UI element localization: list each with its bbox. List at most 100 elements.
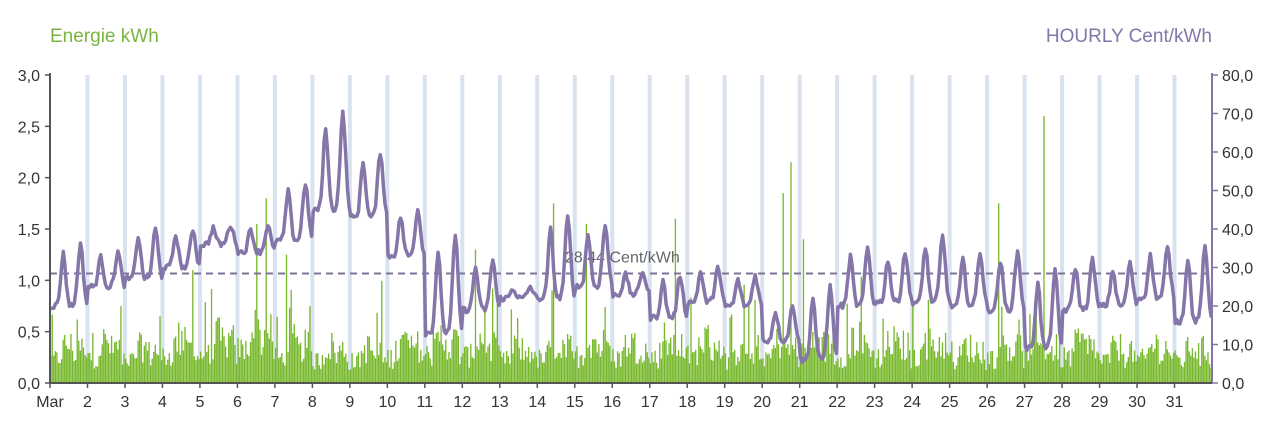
energy-bar — [328, 353, 330, 383]
day-band — [1060, 75, 1065, 383]
energy-bar — [882, 318, 884, 383]
energy-bar — [548, 340, 550, 383]
energy-bar — [851, 327, 853, 383]
energy-bar — [310, 351, 313, 383]
energy-bar — [774, 348, 777, 383]
energy-bar — [193, 356, 196, 383]
energy-bar — [763, 366, 766, 383]
energy-bar — [192, 270, 194, 383]
energy-bar — [587, 347, 589, 383]
energy-bar — [438, 341, 441, 383]
energy-bar — [1073, 351, 1075, 383]
energy-bar — [919, 349, 922, 383]
energy-bar — [164, 356, 166, 383]
energy-bar — [57, 362, 60, 383]
x-tick-label: Mar — [36, 394, 64, 411]
day-band — [1022, 75, 1027, 383]
energy-bar — [371, 350, 374, 383]
energy-bar — [770, 358, 772, 383]
energy-bar — [709, 347, 711, 383]
energy-bar — [112, 352, 114, 383]
energy-bar — [877, 349, 880, 383]
energy-bar — [987, 352, 989, 383]
energy-bar — [235, 364, 238, 383]
energy-bar — [473, 358, 475, 383]
energy-bar — [720, 358, 722, 383]
energy-bar — [1041, 345, 1044, 383]
energy-bar — [599, 356, 602, 383]
energy-bar — [926, 359, 928, 383]
energy-bar — [199, 351, 202, 383]
x-tick-label: 25 — [941, 394, 959, 411]
energy-bar — [213, 344, 216, 383]
energy-bar — [627, 347, 630, 383]
energy-bar — [106, 339, 108, 383]
energy-bar — [977, 353, 980, 383]
energy-bar — [254, 309, 256, 383]
energy-bar — [949, 352, 951, 383]
energy-bar — [465, 346, 467, 383]
energy-bar — [367, 335, 369, 383]
energy-bar — [498, 345, 500, 383]
day-band — [722, 75, 727, 383]
energy-bar — [1091, 350, 1094, 383]
energy-bar — [143, 345, 146, 383]
energy-bar — [999, 346, 1001, 383]
energy-bar — [943, 358, 945, 383]
energy-bar — [1149, 346, 1151, 383]
x-tick-label: 26 — [978, 394, 996, 411]
energy-bar — [1172, 352, 1175, 383]
energy-bar — [1174, 350, 1176, 383]
energy-bar — [479, 333, 481, 383]
energy-bar — [1051, 346, 1053, 383]
energy-bar — [265, 198, 267, 383]
day-band — [347, 75, 352, 383]
energy-bar — [182, 350, 185, 383]
energy-bar — [203, 356, 205, 383]
energy-bar — [365, 362, 367, 383]
energy-bar — [612, 348, 614, 383]
energy-bar — [65, 345, 67, 383]
energy-bar — [1001, 306, 1003, 383]
energy-bar — [866, 343, 869, 383]
energy-bar — [824, 361, 826, 383]
energy-bar — [312, 366, 314, 383]
energy-bar — [1146, 353, 1148, 383]
energy-bar — [343, 356, 345, 383]
energy-bar — [495, 337, 497, 383]
energy-bar — [655, 362, 658, 383]
energy-bar — [754, 299, 756, 383]
energy-bar — [488, 343, 491, 383]
energy-bar — [487, 346, 489, 383]
energy-bar — [645, 343, 647, 383]
energy-bar — [618, 353, 620, 383]
energy-bar — [898, 337, 900, 383]
energy-bar — [705, 329, 708, 383]
energy-bar — [626, 356, 628, 383]
energy-bar — [606, 341, 608, 383]
energy-bar — [588, 344, 591, 383]
energy-bar — [784, 342, 786, 383]
energy-bar — [857, 351, 859, 383]
energy-bar — [434, 338, 436, 383]
energy-bar — [577, 368, 580, 383]
energy-bar — [259, 329, 261, 383]
energy-bar — [620, 366, 622, 383]
energy-bar — [1024, 350, 1026, 383]
energy-bar — [1141, 348, 1144, 383]
energy-bar — [1183, 361, 1186, 383]
energy-bar — [1054, 355, 1056, 383]
energy-bar — [846, 303, 848, 383]
energy-bar — [1144, 358, 1147, 383]
energy-bar — [1093, 339, 1095, 383]
energy-bar — [210, 289, 213, 383]
energy-bar — [215, 321, 217, 383]
energy-bar — [129, 354, 131, 383]
energy-bar — [912, 303, 914, 383]
x-tick-label: 16 — [603, 394, 621, 411]
energy-bar — [713, 342, 716, 383]
energy-bar — [70, 333, 72, 383]
energy-bar — [773, 345, 775, 383]
energy-bar — [1012, 356, 1014, 383]
